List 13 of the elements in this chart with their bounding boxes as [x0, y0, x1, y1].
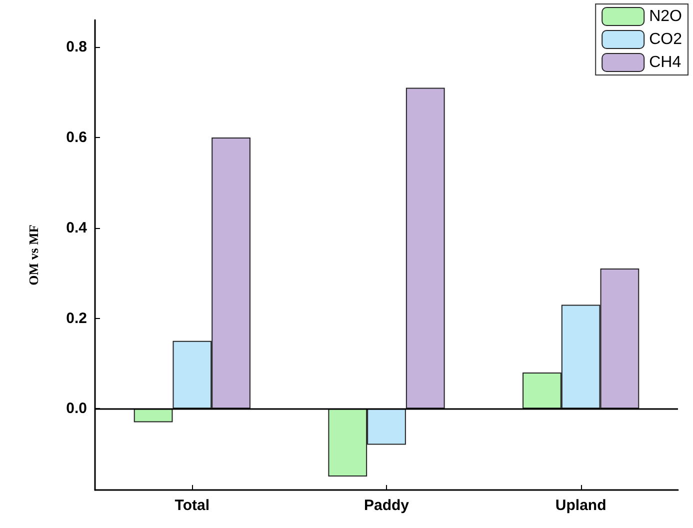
legend-label: N2O [649, 8, 682, 25]
y-tick-label: 0.2 [66, 310, 87, 327]
legend-label: CH4 [649, 54, 682, 71]
x-tick-label: Upland [555, 497, 606, 514]
bar [406, 88, 445, 409]
y-tick-label: 0.8 [66, 38, 87, 56]
y-tick-label: 0.0 [66, 400, 87, 418]
x-tick-label: Total [174, 497, 210, 514]
y-axis-title: OM vs MF [26, 224, 41, 286]
x-tick-label: Paddy [364, 497, 410, 514]
legend-label: CO2 [649, 31, 682, 48]
y-tick-label: 0.6 [66, 129, 87, 146]
y-tick-label: 0.4 [66, 219, 88, 236]
